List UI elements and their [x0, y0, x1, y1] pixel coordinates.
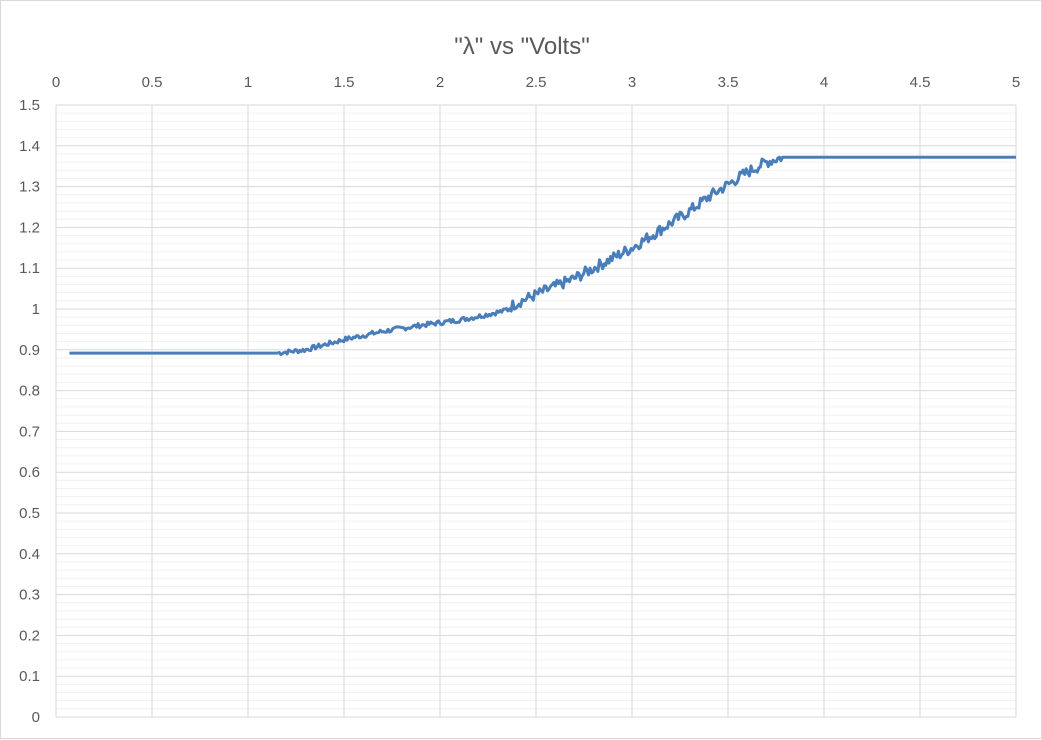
chart-title: "λ" vs "Volts"	[454, 33, 589, 60]
x-tick-label: 0	[52, 74, 60, 91]
y-tick-label: 0.6	[19, 464, 40, 481]
x-tick-label: 5	[1012, 74, 1020, 91]
x-tick-label: 4	[820, 74, 828, 91]
x-axis: 0 0.5 1 1.5 2 2.5 3 3.5 4 4.5 5	[52, 74, 1020, 91]
x-tick-label: 3	[628, 74, 636, 91]
x-tick-label: 2.5	[526, 74, 547, 91]
y-tick-label: 0.1	[19, 668, 40, 685]
y-tick-label: 1.2	[19, 219, 40, 236]
grid-layer	[56, 105, 1016, 717]
x-tick-label: 0.5	[142, 74, 163, 91]
y-tick-label: 0.4	[19, 546, 40, 563]
x-tick-label: 1.5	[334, 74, 355, 91]
x-tick-label: 4.5	[910, 74, 931, 91]
x-tick-label: 3.5	[718, 74, 739, 91]
y-tick-label: 0.9	[19, 342, 40, 359]
y-tick-label: 1.1	[19, 260, 40, 277]
y-tick-label: 0.5	[19, 505, 40, 522]
x-tick-label: 1	[244, 74, 252, 91]
y-tick-label: 0.3	[19, 587, 40, 604]
y-tick-label: 0.8	[19, 383, 40, 400]
y-tick-label: 1.3	[19, 179, 40, 196]
y-tick-label: 0.2	[19, 627, 40, 644]
x-tick-label: 2	[436, 74, 444, 91]
y-axis: 0 0.1 0.2 0.3 0.4 0.5 0.6 0.7 0.8 0.9 1 1.1 1.2 1.3 1.…	[19, 97, 40, 726]
y-tick-label: 0.7	[19, 423, 40, 440]
y-tick-label: 1.4	[19, 138, 40, 155]
y-tick-label: 0	[32, 709, 40, 726]
y-tick-label: 1	[32, 301, 40, 318]
y-tick-label: 1.5	[19, 97, 40, 114]
